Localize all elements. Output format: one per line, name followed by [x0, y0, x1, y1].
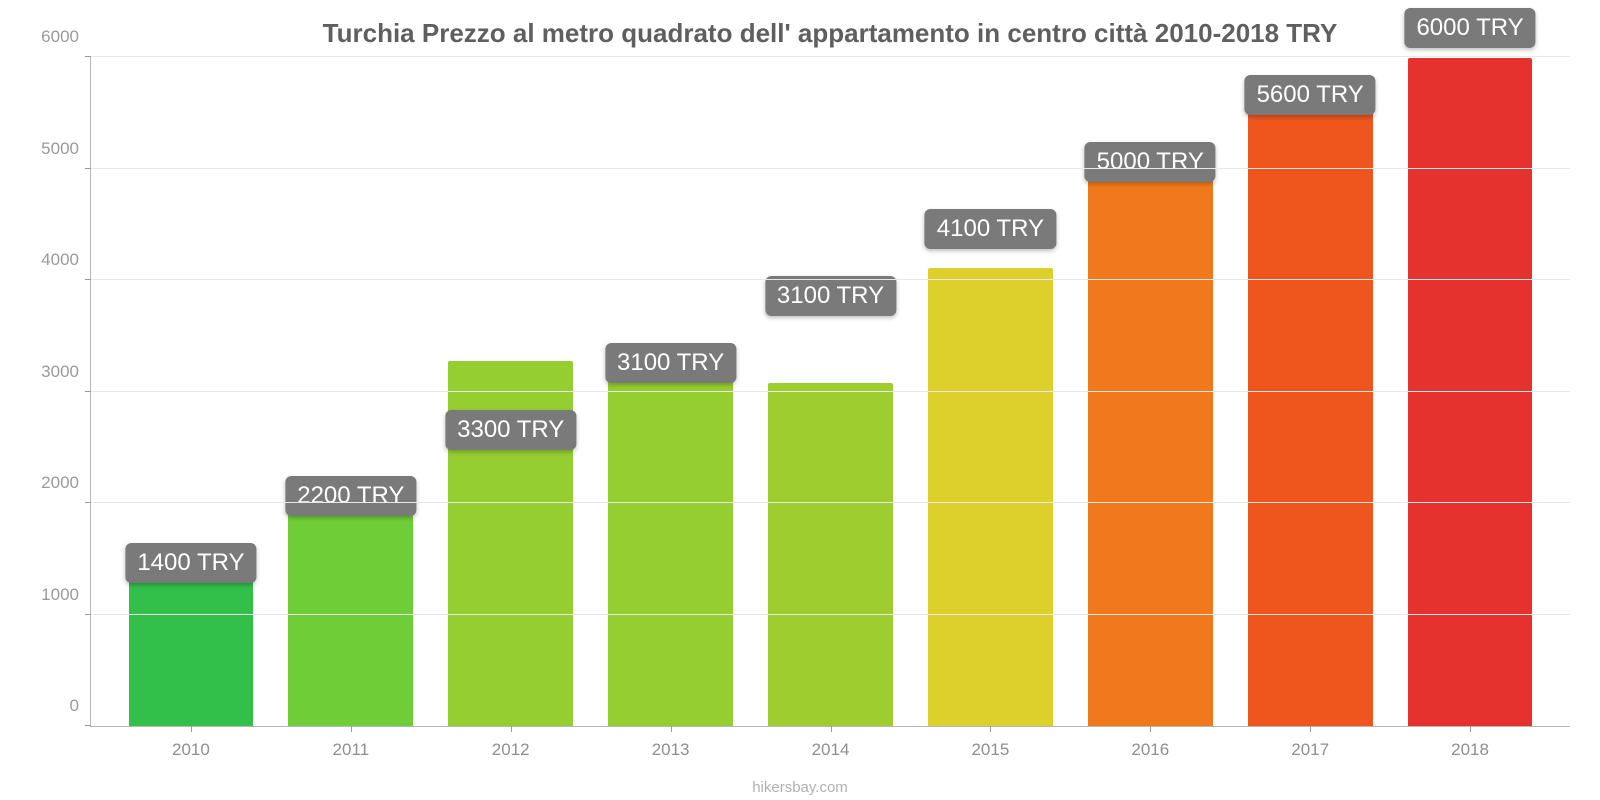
bar — [1408, 58, 1533, 726]
bar — [928, 268, 1053, 726]
value-label: 3100 TRY — [765, 276, 896, 316]
value-label: 4100 TRY — [925, 209, 1056, 249]
bar-slot: 1400 TRY2010 — [111, 57, 271, 726]
x-tick-mark — [671, 726, 672, 732]
y-tick-mark — [85, 391, 91, 392]
grid-line — [91, 502, 1570, 503]
bar — [1088, 165, 1213, 726]
bar-slot: 3100 TRY2013 — [591, 57, 751, 726]
bar-slot: 3100 TRY2014 — [751, 57, 911, 726]
x-tick-label: 2010 — [172, 740, 210, 760]
x-tick-label: 2016 — [1131, 740, 1169, 760]
bar — [288, 484, 413, 726]
y-tick-label: 4000 — [41, 250, 79, 270]
bar-slot: 3300 TRY2012 — [431, 57, 591, 726]
bar — [129, 570, 254, 726]
x-tick-mark — [1470, 726, 1471, 732]
x-tick-label: 2011 — [333, 740, 370, 760]
bar — [608, 380, 733, 726]
y-tick-label: 0 — [70, 696, 79, 716]
value-label: 5000 TRY — [1085, 142, 1216, 182]
x-tick-mark — [191, 726, 192, 732]
value-label: 5600 TRY — [1245, 75, 1376, 115]
y-tick-label: 3000 — [41, 362, 79, 382]
grid-line — [91, 391, 1570, 392]
bar-slot: 2200 TRY2011 — [271, 57, 431, 726]
x-tick-mark — [1150, 726, 1151, 732]
chart-title: Turchia Prezzo al metro quadrato dell' a… — [90, 18, 1570, 49]
bar-slot: 6000 TRY2018 — [1390, 57, 1550, 726]
y-tick-label: 2000 — [41, 473, 79, 493]
bar-slot: 5600 TRY2017 — [1230, 57, 1390, 726]
y-tick-label: 1000 — [41, 585, 79, 605]
grid-line — [91, 279, 1570, 280]
x-tick-mark — [351, 726, 352, 732]
grid-line — [91, 168, 1570, 169]
x-tick-mark — [1310, 726, 1311, 732]
bar — [768, 383, 893, 726]
plot-area: 1400 TRY20102200 TRY20113300 TRY20123100… — [90, 57, 1570, 727]
value-label: 3300 TRY — [445, 410, 576, 450]
bar-slot: 4100 TRY2015 — [910, 57, 1070, 726]
grid-line — [91, 56, 1570, 57]
x-tick-mark — [990, 726, 991, 732]
value-label: 1400 TRY — [125, 543, 256, 583]
y-tick-mark — [85, 279, 91, 280]
y-tick-mark — [85, 614, 91, 615]
x-tick-label: 2018 — [1451, 740, 1489, 760]
y-tick-mark — [85, 502, 91, 503]
x-tick-label: 2012 — [492, 740, 530, 760]
x-tick-mark — [831, 726, 832, 732]
y-tick-mark — [85, 168, 91, 169]
chart-container: Turchia Prezzo al metro quadrato dell' a… — [0, 0, 1600, 800]
x-tick-label: 2014 — [812, 740, 850, 760]
x-tick-label: 2015 — [971, 740, 1009, 760]
x-tick-label: 2017 — [1291, 740, 1329, 760]
bar-slot: 5000 TRY2016 — [1070, 57, 1230, 726]
value-label: 3100 TRY — [605, 343, 736, 383]
source-attribution: hikersbay.com — [0, 779, 1600, 796]
y-tick-mark — [85, 725, 91, 726]
bar — [1248, 104, 1373, 726]
x-tick-mark — [511, 726, 512, 732]
y-tick-mark — [85, 56, 91, 57]
bars-row: 1400 TRY20102200 TRY20113300 TRY20123100… — [91, 57, 1570, 726]
value-label: 6000 TRY — [1404, 8, 1535, 48]
y-tick-label: 6000 — [41, 27, 79, 47]
x-tick-label: 2013 — [652, 740, 690, 760]
y-tick-label: 5000 — [41, 139, 79, 159]
value-label: 2200 TRY — [285, 476, 416, 516]
grid-line — [91, 614, 1570, 615]
